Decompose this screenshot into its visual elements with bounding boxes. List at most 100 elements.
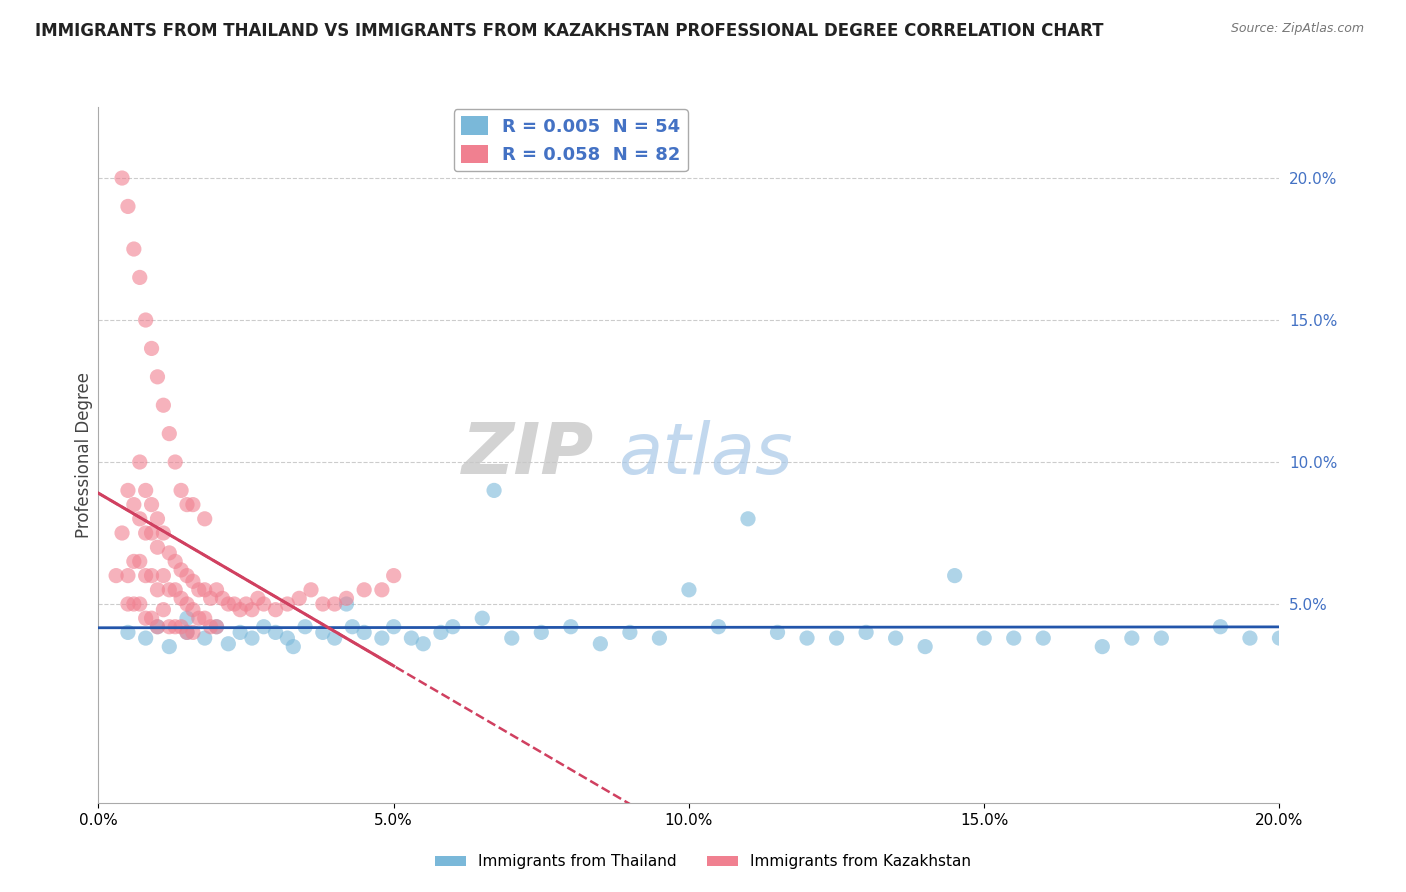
Point [117, 597, 139, 611]
Point [157, 582, 180, 597]
Point [1209, 620, 1232, 634]
Point [283, 640, 305, 654]
Point [105, 568, 128, 582]
Point [1002, 631, 1025, 645]
Point [335, 597, 357, 611]
Point [194, 582, 217, 597]
Point [165, 554, 187, 568]
Point [430, 625, 453, 640]
Point [235, 597, 257, 611]
Point [165, 582, 187, 597]
Point [482, 483, 505, 498]
Point [187, 611, 209, 625]
Point [323, 597, 346, 611]
Point [111, 171, 134, 186]
Point [128, 554, 150, 568]
Point [371, 582, 394, 597]
Point [157, 546, 180, 560]
Point [471, 611, 494, 625]
Point [707, 620, 730, 634]
Point [276, 631, 298, 645]
Point [176, 597, 198, 611]
Text: Source: ZipAtlas.com: Source: ZipAtlas.com [1230, 22, 1364, 36]
Point [1150, 631, 1173, 645]
Point [117, 483, 139, 498]
Point [312, 597, 335, 611]
Point [176, 625, 198, 640]
Point [501, 631, 523, 645]
Point [117, 625, 139, 640]
Point [176, 498, 198, 512]
Point [146, 369, 169, 384]
Point [146, 512, 169, 526]
Point [117, 568, 139, 582]
Point [1268, 631, 1291, 645]
Point [128, 597, 150, 611]
Point [187, 582, 209, 597]
Point [165, 620, 187, 634]
Point [135, 313, 157, 327]
Point [135, 483, 157, 498]
Point [170, 591, 193, 606]
Point [217, 637, 239, 651]
Point [176, 568, 198, 582]
Point [264, 603, 287, 617]
Point [135, 526, 157, 541]
Point [194, 611, 217, 625]
Point [412, 637, 434, 651]
Point [240, 631, 263, 645]
Point [194, 631, 217, 645]
Point [884, 631, 907, 645]
Point [122, 498, 145, 512]
Point [181, 603, 204, 617]
Point [229, 625, 252, 640]
Point [1239, 631, 1261, 645]
Point [246, 591, 269, 606]
Point [200, 620, 222, 634]
Text: ZIP: ZIP [463, 420, 595, 490]
Point [825, 631, 848, 645]
Point [382, 568, 405, 582]
Point [157, 620, 180, 634]
Point [253, 620, 276, 634]
Point [335, 591, 357, 606]
Legend: R = 0.005  N = 54, R = 0.058  N = 82: R = 0.005 N = 54, R = 0.058 N = 82 [454, 109, 688, 171]
Point [170, 563, 193, 577]
Point [205, 620, 228, 634]
Point [146, 582, 169, 597]
Text: IMMIGRANTS FROM THAILAND VS IMMIGRANTS FROM KAZAKHSTAN PROFESSIONAL DEGREE CORRE: IMMIGRANTS FROM THAILAND VS IMMIGRANTS F… [35, 22, 1104, 40]
Point [135, 568, 157, 582]
Point [141, 526, 163, 541]
Point [117, 199, 139, 213]
Point [157, 640, 180, 654]
Point [914, 640, 936, 654]
Point [135, 631, 157, 645]
Point [342, 620, 364, 634]
Point [205, 582, 228, 597]
Point [211, 591, 233, 606]
Point [165, 455, 187, 469]
Point [128, 455, 150, 469]
Point [128, 512, 150, 526]
Point [224, 597, 246, 611]
Point [240, 603, 263, 617]
Point [141, 342, 163, 356]
Point [353, 582, 375, 597]
Point [152, 568, 174, 582]
Point [619, 625, 641, 640]
Point [1121, 631, 1143, 645]
Point [200, 591, 222, 606]
Point [560, 620, 582, 634]
Point [122, 597, 145, 611]
Point [181, 498, 204, 512]
Point [176, 611, 198, 625]
Point [141, 611, 163, 625]
Point [111, 526, 134, 541]
Legend: Immigrants from Thailand, Immigrants from Kazakhstan: Immigrants from Thailand, Immigrants fro… [429, 848, 977, 875]
Point [855, 625, 877, 640]
Point [229, 603, 252, 617]
Point [973, 631, 995, 645]
Point [766, 625, 789, 640]
Point [299, 582, 322, 597]
Point [170, 620, 193, 634]
